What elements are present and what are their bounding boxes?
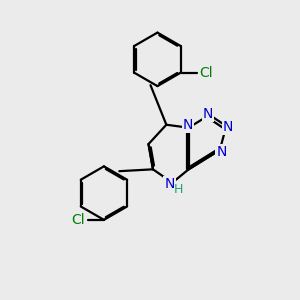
Text: Cl: Cl [71,213,85,227]
Text: N: N [223,120,233,134]
Text: N: N [164,177,175,191]
Text: N: N [183,118,193,132]
Text: Cl: Cl [200,66,213,80]
Text: N: N [203,107,213,121]
Text: N: N [216,146,226,159]
Text: H: H [174,183,184,196]
